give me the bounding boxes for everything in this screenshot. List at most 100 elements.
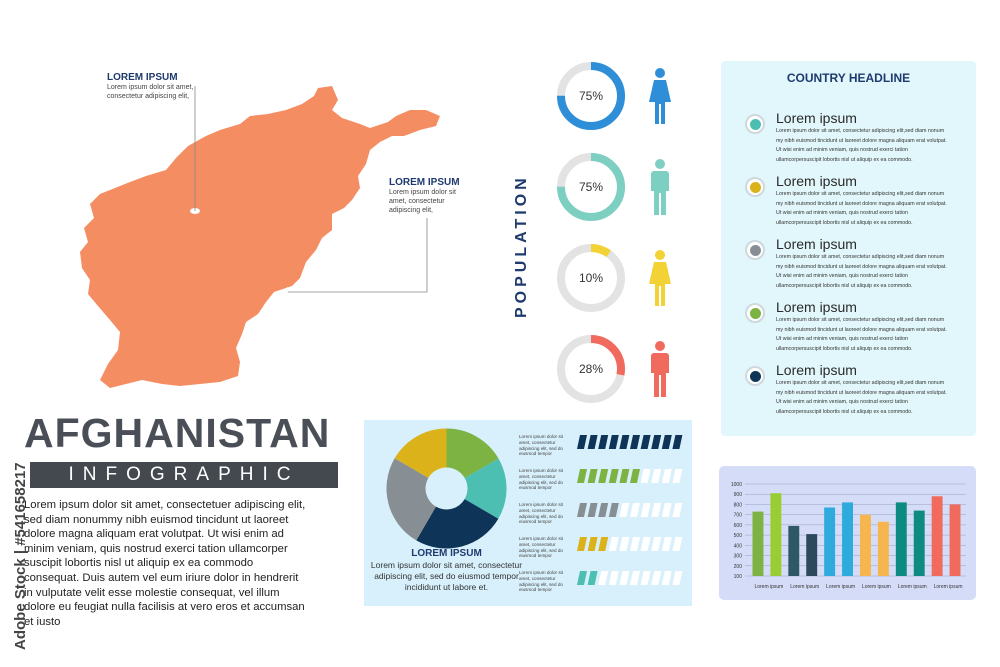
progress-segment [661,469,672,483]
map-callout-1: LOREM IPSUM Lorem ipsum dolor sit amet, … [107,72,197,101]
map-callout-2: LOREM IPSUM Lorem ipsum dolor sit amet, … [389,177,469,215]
progress-segment [619,435,630,449]
progress-segment [630,537,640,551]
afghanistan-map [80,86,440,388]
progress-segment [587,435,598,449]
donut-value-arc [557,62,625,130]
bullet-dot-icon [745,303,765,323]
progress-row-text: Lorem ipsum dolor sit amet, consectetur … [519,468,563,491]
progress-segment [661,571,672,585]
pie-panel: LOREM IPSUM Lorem ipsum dolor sit amet, … [364,420,692,606]
headline-item-text: Lorem ipsum dolor sit amet, consectetur … [776,317,947,352]
segmented-progress-bar [577,435,683,449]
bar-chart-panel: 1000 900 800 700 600 500 400 300 200 100 Lorem ips… [719,466,976,600]
progress-segment [630,435,640,449]
progress-row: Lorem ipsum dolor sit amet, consectetur … [519,570,684,593]
population-label: POPULATION [513,174,530,318]
progress-segment [651,435,662,449]
progress-segment [598,435,609,449]
male-person-icon [651,159,669,215]
chart-bar [824,507,836,576]
map-shape [80,86,440,388]
donut-pie-chart [386,428,507,549]
progress-segment [608,435,619,449]
progress-segment [577,435,587,449]
pie-slice [464,458,507,519]
progress-segment [577,503,587,517]
subtitle-bar: INFOGRAPHIC [30,462,338,488]
headline-item: Lorem ipsum Lorem ipsum dolor sit amet, c… [721,299,976,359]
donut-value-arc [557,335,625,403]
population-donut: 75% [555,60,627,132]
female-person-icon [649,250,671,306]
progress-segment [640,435,651,449]
headline-item-title: Lorem ipsum [776,110,857,126]
progress-segment [619,503,630,517]
progress-segment [640,571,651,585]
progress-segment [577,469,587,483]
bullet-dot-icon [745,114,765,134]
x-tick-label: Lorem ipsum [790,584,819,590]
progress-segment [587,503,598,517]
bar-chart: 1000 900 800 700 600 500 400 300 200 100 Lorem ips… [731,482,966,590]
progress-segment [661,537,672,551]
pie-title: LOREM IPSUM [411,548,482,559]
y-tick-label: 100 [734,574,743,580]
progress-segment [619,537,630,551]
donut-ring [557,153,625,221]
headline-item-text: Lorem ipsum dolor sit amet, consectetur … [776,380,947,415]
progress-row: Lorem ipsum dolor sit amet, consectetur … [519,434,684,457]
bullet-dot-icon [745,177,765,197]
progress-segment [619,571,630,585]
x-tick-label: Lorem ipsum [898,584,927,590]
progress-segment [587,571,598,585]
chart-bar [895,502,907,576]
headline-item: Lorem ipsum Lorem ipsum dolor sit amet, c… [721,236,976,296]
chart-bar [788,525,800,576]
progress-segment [587,469,598,483]
headline-item-title: Lorem ipsum [776,299,857,315]
page-subtitle: INFOGRAPHIC [68,464,300,485]
progress-row-text: Lorem ipsum dolor sit amet, consectetur … [519,434,563,457]
donut-percent-label: 75% [578,89,604,103]
progress-segment [608,571,619,585]
male-person-icon [651,341,669,397]
chart-bar [931,496,943,576]
pie-slice [416,499,499,549]
donut-value-arc [557,244,625,312]
progress-segment [651,503,662,517]
donut-ring [557,335,625,403]
headline-item-text: Lorem ipsum dolor sit amet, consectetur … [776,191,947,226]
progress-segment [672,469,683,483]
segmented-progress-bar [577,503,683,517]
progress-segment [661,503,672,517]
segmented-progress-bar [577,571,683,585]
population-donut: 75% [555,151,627,223]
pie-slice [446,428,499,479]
pie-slice [394,428,447,478]
headline-title: COUNTRY HEADLINE [786,71,911,85]
chart-bar [877,521,889,576]
y-tick-label: 400 [734,543,743,549]
progress-segment [598,469,609,483]
y-tick-label: 300 [734,554,743,560]
progress-segment [598,503,609,517]
page-title: AFGHANISTAN [24,410,331,456]
y-tick-label: 700 [734,513,743,519]
progress-row-text: Lorem ipsum dolor sit amet, consectetur … [519,570,563,593]
donut-percent-label: 28% [578,362,604,376]
progress-segment [672,435,683,449]
x-tick-label: Lorem ipsum [754,584,783,590]
progress-segment [661,435,672,449]
progress-segment [672,537,683,551]
x-tick-label: Lorem ipsum [826,584,855,590]
callout-text: Lorem ipsum dolor sit amet, consectetur … [389,189,456,214]
population-donut: 10% [555,242,627,314]
headline-item-title: Lorem ipsum [776,362,857,378]
donut-percent-label: 10% [578,271,604,285]
progress-row: Lorem ipsum dolor sit amet, consectetur … [519,502,684,524]
headline-item: Lorem ipsum Lorem ipsum dolor sit amet, c… [721,362,976,422]
progress-segment [640,537,651,551]
pie-text: Lorem ipsum dolor sit amet, consectetur … [370,560,523,592]
progress-segment [587,537,598,551]
